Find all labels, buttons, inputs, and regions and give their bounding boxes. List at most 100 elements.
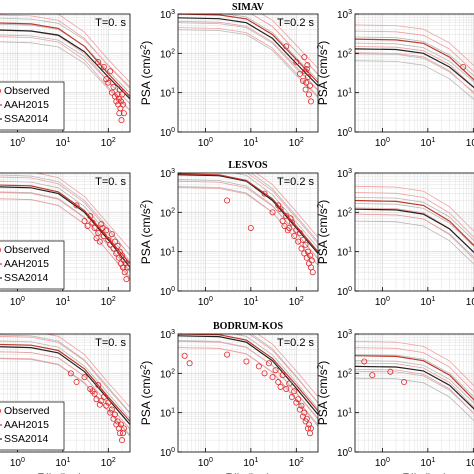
observed-point (288, 394, 295, 401)
y-tick-label: 100 (160, 127, 175, 139)
aah2015-band-line (54, 14, 130, 83)
observed-points (283, 43, 314, 105)
observed-point (116, 430, 123, 437)
legend-observed-marker (0, 88, 1, 94)
aah2015-band-line (355, 369, 474, 415)
x-tick-label: 101 (55, 296, 70, 308)
prediction-curves (178, 14, 318, 98)
x-tick-label: 102 (466, 296, 474, 308)
event-title: LESVOS (228, 160, 268, 171)
legend-label: Observed (4, 85, 50, 97)
observed-point (120, 110, 127, 117)
observed-point (283, 43, 290, 50)
aah2015-band-line (248, 334, 318, 404)
aah2015-median-line (178, 334, 318, 412)
period-label: T=0.2 s (277, 176, 314, 188)
y-tick-label: 103 (337, 168, 352, 180)
ssa2014-band-line (0, 180, 130, 262)
observed-points (181, 351, 314, 437)
aah2015-median-line (178, 14, 318, 84)
observed-point (107, 68, 114, 75)
observed-points (224, 190, 316, 276)
x-tick-label: 102 (101, 296, 116, 308)
observed-point (108, 406, 115, 413)
x-tick-label: 101 (243, 137, 258, 149)
observed-point (114, 242, 121, 249)
axes-frame (354, 172, 474, 292)
x-tick-label: 100 (10, 137, 25, 149)
prediction-curves (178, 334, 318, 427)
y-tick-label: 100 (160, 286, 175, 298)
legend-box (0, 240, 65, 290)
ssa2014-band-line (355, 220, 474, 265)
observed-point (286, 380, 293, 387)
x-tick-label: 101 (243, 296, 258, 308)
legend-box (0, 81, 65, 131)
y-tick-label: 102 (160, 48, 175, 60)
observed-point (186, 360, 193, 367)
y-tick-label: 103 (160, 168, 175, 180)
ssa2014-median-line (355, 208, 474, 254)
observed-point (107, 241, 114, 248)
ssa2014-band-line (178, 29, 318, 98)
y-tick-label: 102 (337, 368, 352, 380)
aah2015-band-line (0, 36, 130, 111)
x-tick-label: 102 (466, 137, 474, 149)
y-tick-label: 101 (160, 88, 175, 100)
observed-point (307, 98, 314, 105)
observed-point (121, 269, 128, 276)
plot-area (355, 334, 474, 452)
y-axis-label: PSA (cm/s2) (316, 41, 330, 105)
x-tick-label: 100 (198, 296, 213, 308)
y-tick-label: 102 (160, 207, 175, 219)
x-tick-label: 100 (198, 457, 213, 469)
legend-observed-marker (0, 247, 1, 253)
legend: Observed AAH2015 SSA2014 (0, 81, 65, 131)
aah2015-band-line (250, 14, 318, 75)
observed-points (460, 63, 467, 70)
observed-point (119, 101, 126, 108)
observed-point (67, 370, 74, 377)
observed-point (298, 245, 305, 252)
observed-point (73, 202, 80, 209)
period-label: T=0.2 s (277, 17, 314, 29)
observed-point (117, 98, 124, 105)
y-tick-label: 100 (337, 447, 352, 459)
observed-point (89, 388, 96, 395)
observed-point (296, 70, 303, 77)
observed-point (298, 402, 305, 409)
ssa2014-median-line (178, 17, 318, 87)
observed-point (301, 409, 308, 416)
legend-box (0, 401, 65, 451)
y-tick-label: 100 (337, 286, 352, 298)
ssa2014-band-line (250, 334, 318, 403)
observed-point (87, 213, 94, 220)
x-tick-label: 100 (10, 296, 25, 308)
aah2015-band-line (355, 52, 474, 95)
observed-point (288, 219, 295, 226)
observed-point (95, 382, 102, 389)
observed-point (301, 54, 308, 61)
aah2015-band-line (355, 192, 474, 239)
observed-point (118, 91, 125, 98)
y-tick-label: 103 (337, 329, 352, 341)
x-tick-label: 102 (466, 457, 474, 469)
ssa2014-band-line (250, 173, 318, 242)
aah2015-band-line (355, 362, 474, 409)
legend-label: AAH2015 (4, 99, 49, 111)
ssa2014-band-line (223, 14, 318, 81)
prediction-curves (0, 334, 130, 437)
observed-point (287, 215, 294, 222)
observed-point (293, 59, 300, 66)
aah2015-median-line (355, 355, 474, 401)
aah2015-band-line (355, 30, 474, 73)
aah2015-band-line (246, 173, 318, 244)
prediction-curves (355, 24, 474, 101)
period-label: T=0.2 s (277, 337, 314, 349)
observed-point (100, 233, 107, 240)
observed-point (103, 76, 110, 83)
x-tick-label: 102 (289, 296, 304, 308)
ssa2014-band-line (232, 334, 318, 409)
x-tick-label: 100 (375, 457, 390, 469)
axes-frame (354, 13, 474, 133)
